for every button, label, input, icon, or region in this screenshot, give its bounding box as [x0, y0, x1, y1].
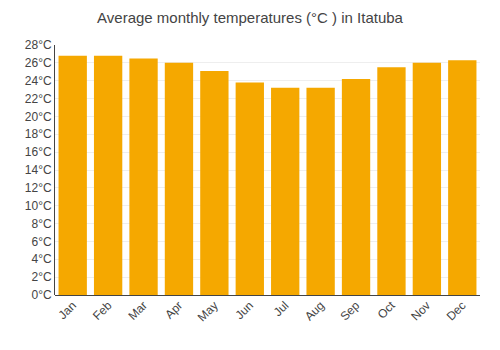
svg-text:May: May	[195, 298, 221, 324]
svg-text:Jul: Jul	[271, 298, 292, 319]
svg-text:22°C: 22°C	[25, 92, 52, 106]
svg-text:Aug: Aug	[302, 298, 327, 323]
svg-text:Jun: Jun	[233, 298, 257, 322]
svg-text:2°C: 2°C	[31, 270, 51, 284]
svg-text:Sep: Sep	[337, 298, 362, 323]
svg-text:Oct: Oct	[375, 298, 399, 322]
svg-text:Nov: Nov	[408, 298, 433, 323]
svg-text:14°C: 14°C	[25, 163, 52, 177]
svg-text:4°C: 4°C	[31, 252, 51, 266]
svg-text:Apr: Apr	[162, 298, 185, 321]
svg-text:Dec: Dec	[444, 298, 469, 323]
svg-text:18°C: 18°C	[25, 127, 52, 141]
svg-text:Feb: Feb	[90, 298, 115, 323]
svg-text:26°C: 26°C	[25, 56, 52, 70]
svg-text:0°C: 0°C	[31, 288, 51, 302]
svg-text:20°C: 20°C	[25, 110, 52, 124]
svg-text:12°C: 12°C	[25, 181, 52, 195]
svg-text:10°C: 10°C	[25, 199, 52, 213]
svg-text:24°C: 24°C	[25, 74, 52, 88]
svg-text:6°C: 6°C	[31, 235, 51, 249]
svg-text:Jan: Jan	[55, 298, 79, 322]
svg-text:Average monthly temperatures (: Average monthly temperatures (°C ) in It…	[97, 9, 404, 26]
svg-text:Mar: Mar	[125, 298, 150, 323]
svg-text:8°C: 8°C	[31, 217, 51, 231]
svg-text:28°C: 28°C	[25, 38, 52, 52]
svg-text:16°C: 16°C	[25, 145, 52, 159]
